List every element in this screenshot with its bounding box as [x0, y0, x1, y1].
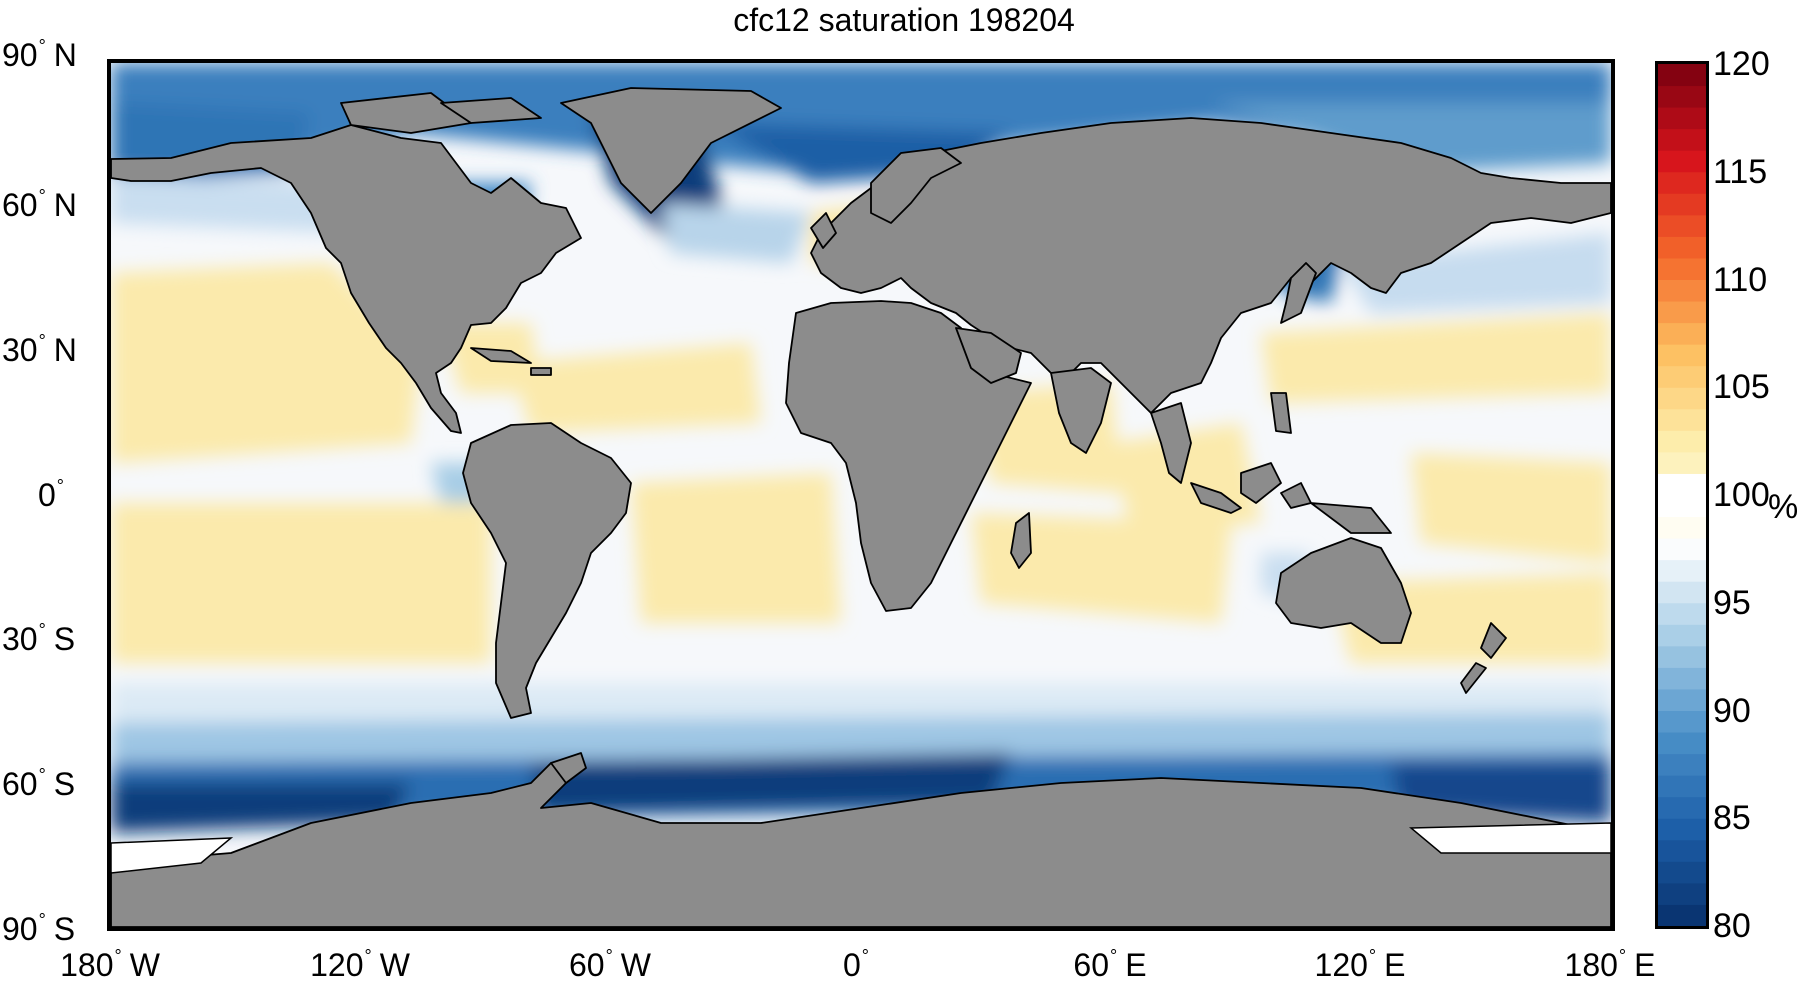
colorbar-band [1658, 150, 1706, 173]
colorbar-tick-label: 85 [1713, 799, 1751, 838]
greenland [560, 87, 782, 214]
colorbar-band [1658, 171, 1706, 194]
colorbar-band [1658, 882, 1706, 905]
australia [1275, 537, 1412, 644]
south-america [462, 422, 632, 719]
japan [1280, 262, 1317, 324]
colorbar-tick-label: 115 [1713, 152, 1768, 191]
colorbar-band [1658, 85, 1706, 108]
colorbar-band [1658, 322, 1706, 345]
longitude-label: 60° W [569, 946, 651, 983]
colorbar-band [1658, 301, 1706, 324]
colorbar-band [1658, 645, 1706, 668]
colorbar-band [1658, 624, 1706, 647]
colorbar-band [1658, 559, 1706, 582]
ocean-field-map [111, 63, 1611, 927]
colorbar-band [1658, 193, 1706, 216]
colorbar-gradient [1658, 64, 1706, 926]
colorbar-band [1658, 473, 1706, 496]
new-guinea [1310, 502, 1392, 534]
colorbar-band [1658, 236, 1706, 259]
latitude-label: 30° S [2, 620, 76, 657]
colorbar-band [1658, 128, 1706, 151]
north-america [111, 124, 582, 434]
latitude-label: 60° N [2, 186, 77, 223]
colorbar-band [1658, 732, 1706, 755]
colorbar-band [1658, 214, 1706, 237]
longitude-label: 180° E [1564, 946, 1656, 983]
latitude-label: 90° S [2, 910, 76, 947]
colorbar-band [1658, 904, 1706, 926]
longitude-label: 60° E [1073, 946, 1147, 983]
colorbar-band [1658, 279, 1706, 302]
colorbar-band [1658, 516, 1706, 539]
latitude-label: 0° [38, 476, 64, 513]
colorbar-tick-label: 120 [1713, 45, 1770, 83]
ice-shelf-west [111, 837, 234, 874]
colorbar-band [1658, 365, 1706, 388]
colorbar-band [1658, 775, 1706, 798]
land-masses [111, 87, 1611, 927]
colorbar-band [1658, 538, 1706, 561]
latitude-label: 60° S [2, 765, 76, 802]
colorbar-band [1658, 64, 1706, 87]
colorbar-band [1658, 257, 1706, 280]
colorbar-band [1658, 861, 1706, 884]
longitude-label: 0° [843, 946, 869, 983]
colorbar-tick-label: 80 [1713, 907, 1751, 945]
madagascar [1010, 512, 1032, 569]
colorbar-band [1658, 796, 1706, 819]
africa [785, 300, 1032, 612]
colorbar-band [1658, 107, 1706, 130]
colorbar-band [1658, 688, 1706, 711]
colorbar-band [1658, 495, 1706, 518]
map-title: cfc12 saturation 198204 [733, 2, 1075, 38]
colorbar-tick-label: 110 [1713, 260, 1768, 299]
colorbar-band [1658, 839, 1706, 862]
colorbar-band [1658, 753, 1706, 776]
colorbar [1655, 61, 1709, 929]
colorbar-band [1658, 602, 1706, 625]
colorbar-tick-label: 90 [1713, 691, 1751, 730]
colorbar-tick-label: 105 [1713, 368, 1770, 407]
colorbar-tick-label: 95 [1713, 583, 1751, 622]
ice-shelf-east [1408, 822, 1611, 854]
map-panel[interactable] [107, 59, 1615, 931]
colorbar-band [1658, 818, 1706, 841]
colorbar-unit-label: % [1768, 488, 1799, 526]
colorbar-band [1658, 581, 1706, 604]
colorbar-band [1658, 344, 1706, 367]
colorbar-band [1658, 451, 1706, 474]
colorbar-band [1658, 408, 1706, 431]
colorbar-band [1658, 667, 1706, 690]
longitude-label: 180° W [60, 946, 160, 983]
colorbar-band [1658, 430, 1706, 453]
colorbar-tick-label: 100 [1713, 476, 1770, 514]
colorbar-band [1658, 387, 1706, 410]
colorbar-band [1658, 710, 1706, 733]
india [1050, 367, 1112, 454]
longitude-label: 120° W [310, 946, 410, 983]
latitude-label: 30° N [2, 331, 77, 368]
latitude-label: 90° N [2, 36, 77, 73]
longitude-label: 120° E [1314, 946, 1406, 983]
